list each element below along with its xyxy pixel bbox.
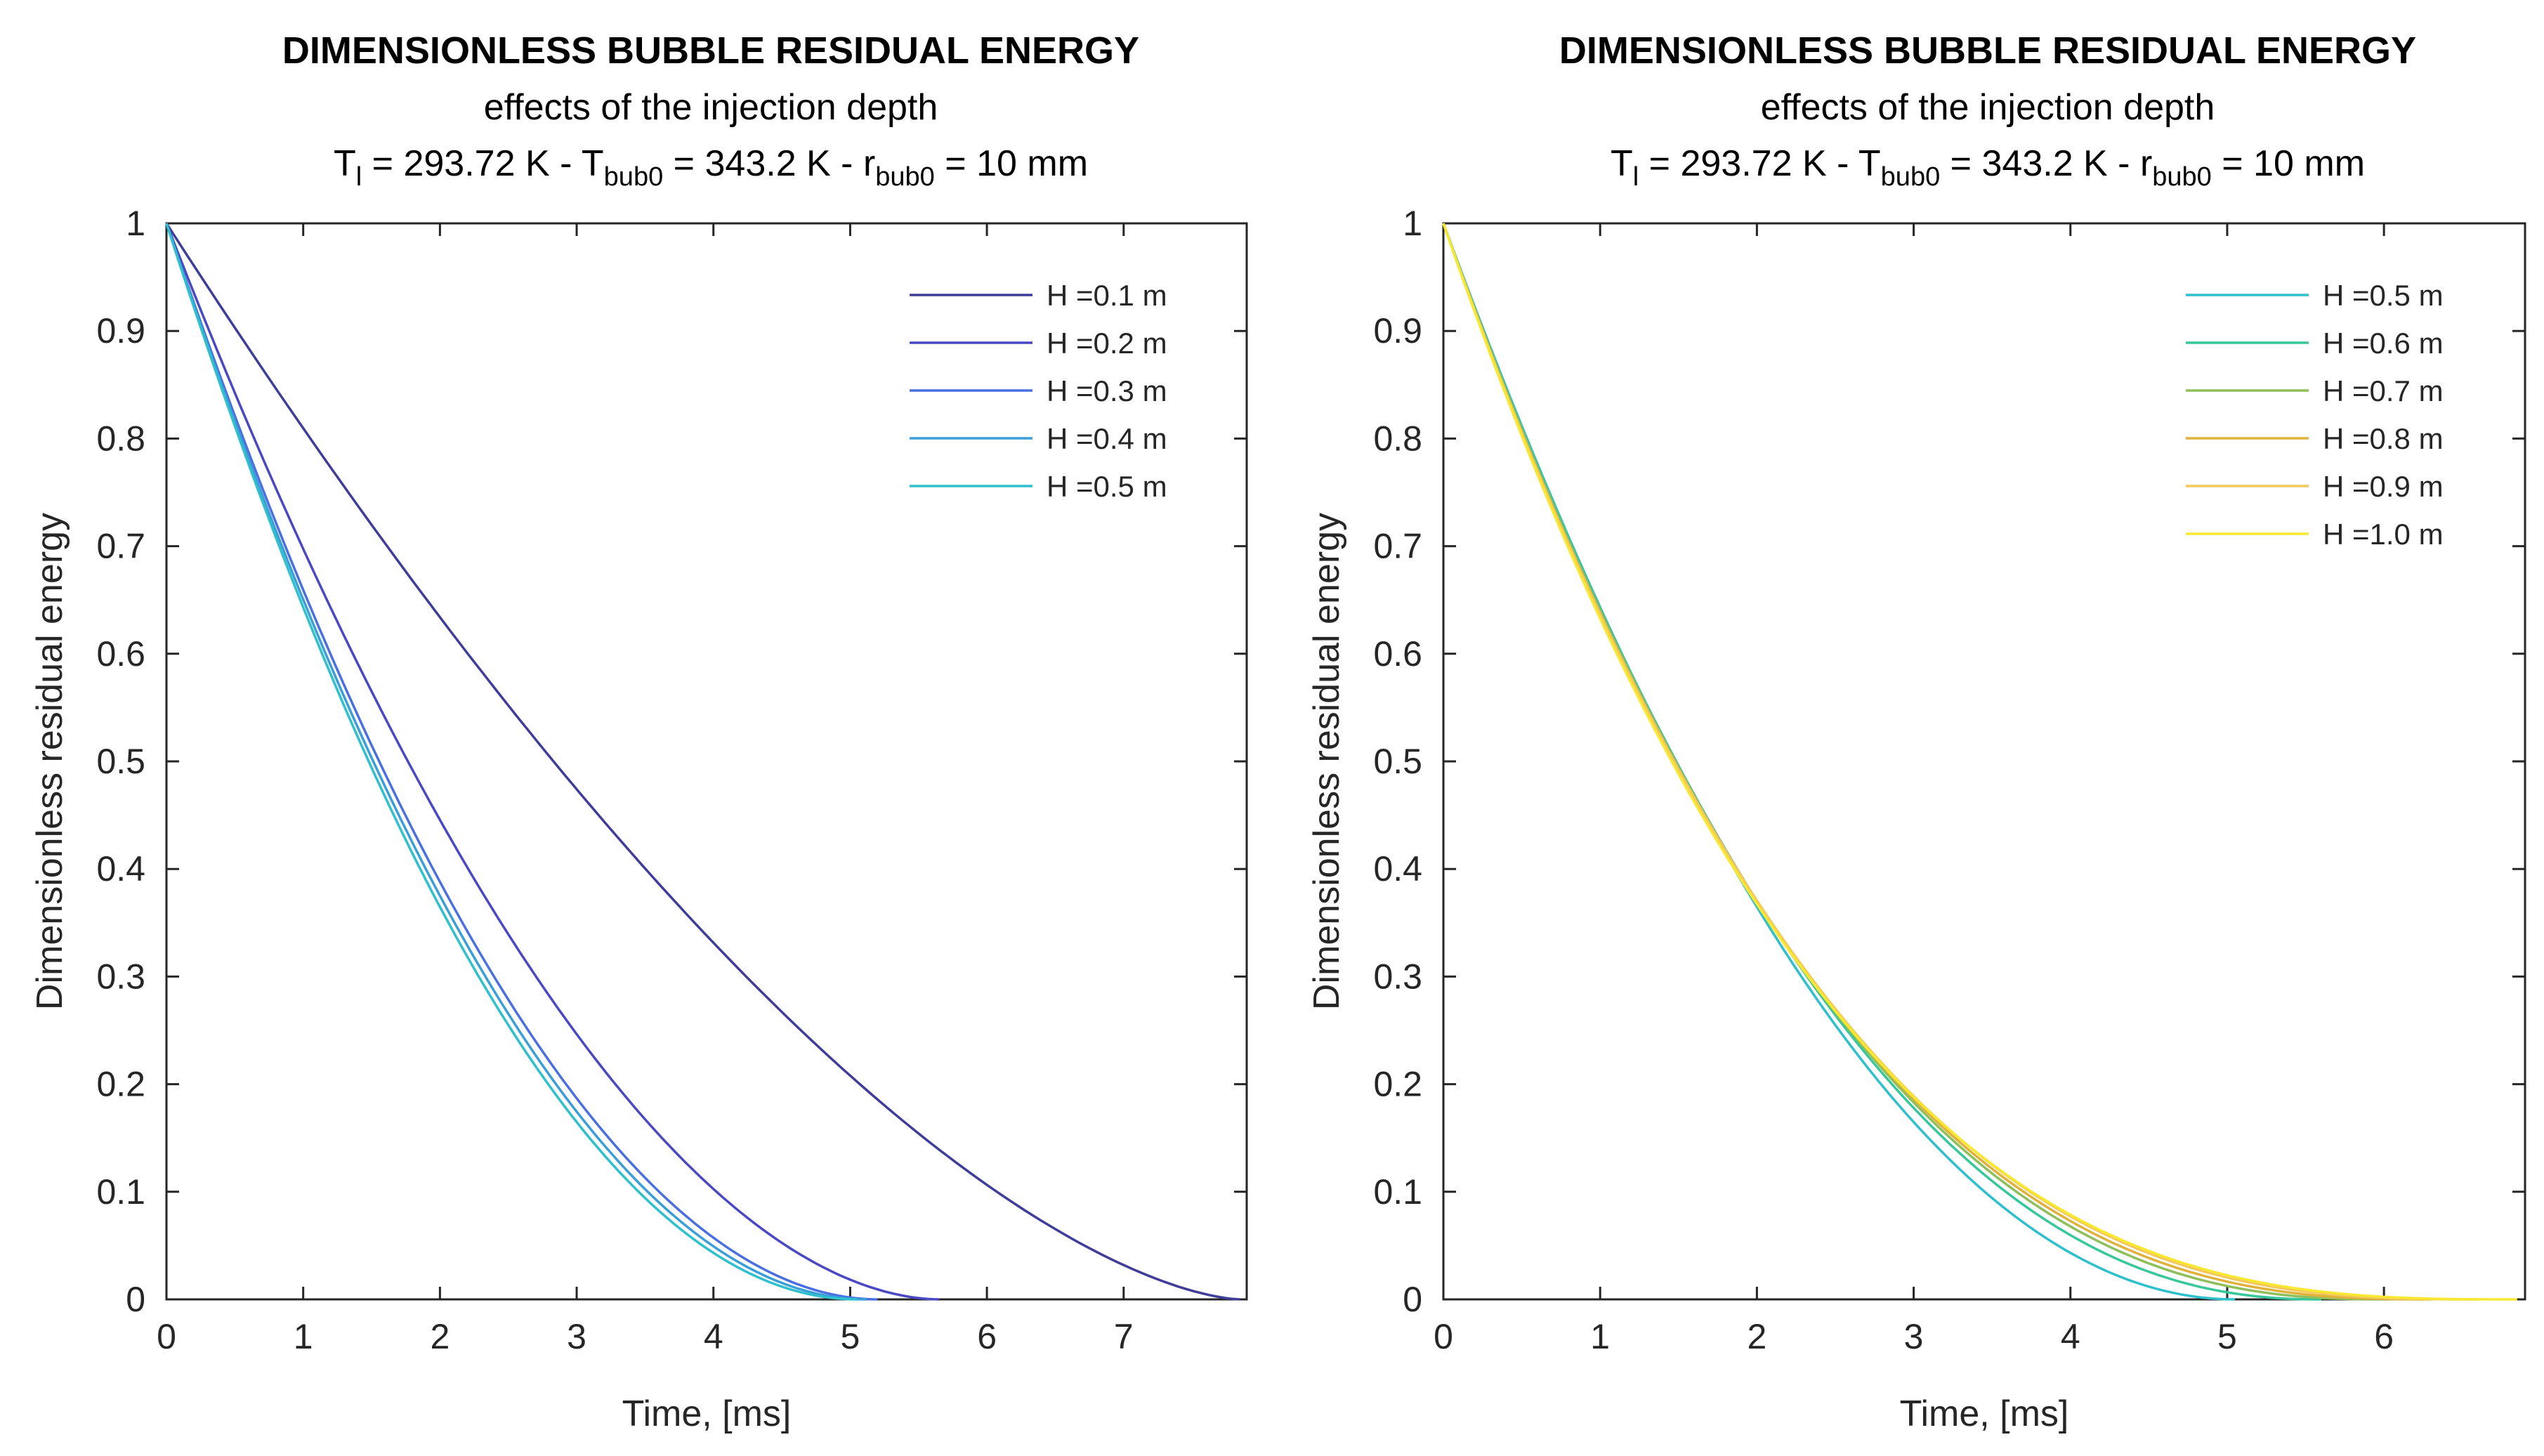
right-xtick-label: 6 bbox=[2374, 1317, 2394, 1356]
chart-left-subtitle: effects of the injection depth bbox=[484, 87, 938, 128]
left-ytick-label: 0.3 bbox=[96, 957, 145, 996]
right-ytick-label: 0.1 bbox=[1373, 1172, 1422, 1212]
left-xtick-label: 4 bbox=[704, 1317, 723, 1356]
left-series-line-3 bbox=[165, 223, 867, 1301]
left-xtick-label: 7 bbox=[1114, 1317, 1134, 1356]
right-ytick-label: 0.9 bbox=[1373, 311, 1422, 350]
right-ytick-label: 0 bbox=[1403, 1280, 1422, 1319]
left-xtick-label: 2 bbox=[430, 1317, 450, 1356]
right-ytick-label: 0.7 bbox=[1373, 527, 1422, 566]
right-legend-label-0: H =0.5 m bbox=[2323, 279, 2444, 312]
left-ytick-label: 1 bbox=[126, 204, 145, 243]
right-xtick-label: 1 bbox=[1590, 1317, 1610, 1356]
chart-left: DIMENSIONLESS BUBBLE RESIDUAL ENERGY eff… bbox=[29, 29, 1248, 1434]
right-ytick-label: 1 bbox=[1403, 204, 1422, 243]
left-xtick-label: 5 bbox=[841, 1317, 860, 1356]
left-legend-label-4: H =0.5 m bbox=[1047, 470, 1167, 503]
chart-right-lines bbox=[1442, 223, 2517, 1301]
left-legend-label-1: H =0.2 m bbox=[1047, 327, 1167, 360]
left-xtick-label: 0 bbox=[157, 1317, 176, 1356]
left-legend-label-0: H =0.1 m bbox=[1047, 279, 1167, 312]
left-legend-label-3: H =0.4 m bbox=[1047, 422, 1167, 455]
right-ytick-label: 0.5 bbox=[1373, 742, 1422, 781]
right-xtick-label: 5 bbox=[2217, 1317, 2237, 1356]
right-ytick-label: 0.6 bbox=[1373, 634, 1422, 674]
chart-left-title: DIMENSIONLESS BUBBLE RESIDUAL ENERGY bbox=[282, 29, 1139, 72]
left-ytick-label: 0 bbox=[126, 1280, 145, 1319]
left-ytick-label: 0.5 bbox=[96, 742, 145, 781]
chart-left-xlabel: Time, [ms] bbox=[622, 1393, 792, 1434]
left-xtick-label: 1 bbox=[294, 1317, 313, 1356]
chart-left-lines bbox=[165, 223, 1240, 1301]
left-series-line-2 bbox=[165, 223, 878, 1301]
right-series-line-5 bbox=[1442, 223, 2517, 1301]
right-legend-label-3: H =0.8 m bbox=[2323, 422, 2444, 455]
right-xtick-label: 2 bbox=[1747, 1317, 1766, 1356]
chart-left-ticks: 0 1 2 3 4 5 6 7 0 0.1 0.2 0.3 0.4 0.5 0.6 0.7 0.8 0.9 1 bbox=[96, 204, 1247, 1356]
left-ytick-label: 0.8 bbox=[96, 419, 145, 458]
chart-right-title: DIMENSIONLESS BUBBLE RESIDUAL ENERGY bbox=[1559, 29, 2416, 72]
chart-right-ticks: 0 1 2 3 4 5 6 0 0.1 0.2 0.3 0.4 0.5 0.6 0.7 0.8 0.9 1 bbox=[1373, 204, 2525, 1356]
left-ytick-label: 0.1 bbox=[96, 1172, 145, 1212]
right-legend-label-4: H =0.9 m bbox=[2323, 470, 2444, 503]
chart-right-params: Tl = 293.72 K - Tbub0 = 343.2 K - rbub0 … bbox=[1611, 143, 2365, 192]
left-ytick-label: 0.9 bbox=[96, 311, 145, 350]
chart-right-xlabel: Time, [ms] bbox=[1900, 1393, 2069, 1434]
left-ytick-label: 0.4 bbox=[96, 849, 145, 888]
chart-right-ylabel: Dimensionless residual energy bbox=[1306, 513, 1347, 1010]
left-xtick-label: 3 bbox=[567, 1317, 586, 1356]
right-ytick-label: 0.4 bbox=[1373, 849, 1422, 888]
left-ytick-label: 0.2 bbox=[96, 1065, 145, 1104]
right-xtick-label: 0 bbox=[1434, 1317, 1453, 1356]
chart-left-ylabel: Dimensionless residual energy bbox=[29, 513, 70, 1010]
left-ytick-label: 0.6 bbox=[96, 634, 145, 674]
right-legend-label-5: H =1.0 m bbox=[2323, 518, 2444, 551]
right-ytick-label: 0.3 bbox=[1373, 957, 1422, 996]
chart-right-plot-area bbox=[1442, 222, 2526, 1301]
right-legend-label-1: H =0.6 m bbox=[2323, 327, 2444, 360]
chart-right: DIMENSIONLESS BUBBLE RESIDUAL ENERGY eff… bbox=[1306, 29, 2526, 1434]
left-xtick-label: 6 bbox=[977, 1317, 997, 1356]
right-xtick-label: 4 bbox=[2061, 1317, 2080, 1356]
chart-right-subtitle: effects of the injection depth bbox=[1761, 87, 2215, 128]
right-xtick-label: 3 bbox=[1904, 1317, 1924, 1356]
chart-left-plot-area bbox=[165, 222, 1248, 1301]
chart-left-params: Tl = 293.72 K - Tbub0 = 343.2 K - rbub0 … bbox=[334, 143, 1088, 192]
right-legend-label-2: H =0.7 m bbox=[2323, 374, 2444, 407]
right-ytick-label: 0.8 bbox=[1373, 419, 1422, 458]
left-series-line-0 bbox=[165, 223, 1240, 1301]
right-ytick-label: 0.2 bbox=[1373, 1065, 1422, 1104]
left-series-line-1 bbox=[165, 223, 940, 1301]
left-ytick-label: 0.7 bbox=[96, 527, 145, 566]
chart-right-legend: H =0.5 m H =0.6 m H =0.7 m H =0.8 m H =0.9 m… bbox=[2186, 279, 2444, 551]
left-legend-label-2: H =0.3 m bbox=[1047, 374, 1167, 407]
chart-left-legend: H =0.1 m H =0.2 m H =0.3 m H =0.4 m H =0.5 m bbox=[910, 279, 1167, 503]
left-series-line-4 bbox=[165, 223, 858, 1301]
